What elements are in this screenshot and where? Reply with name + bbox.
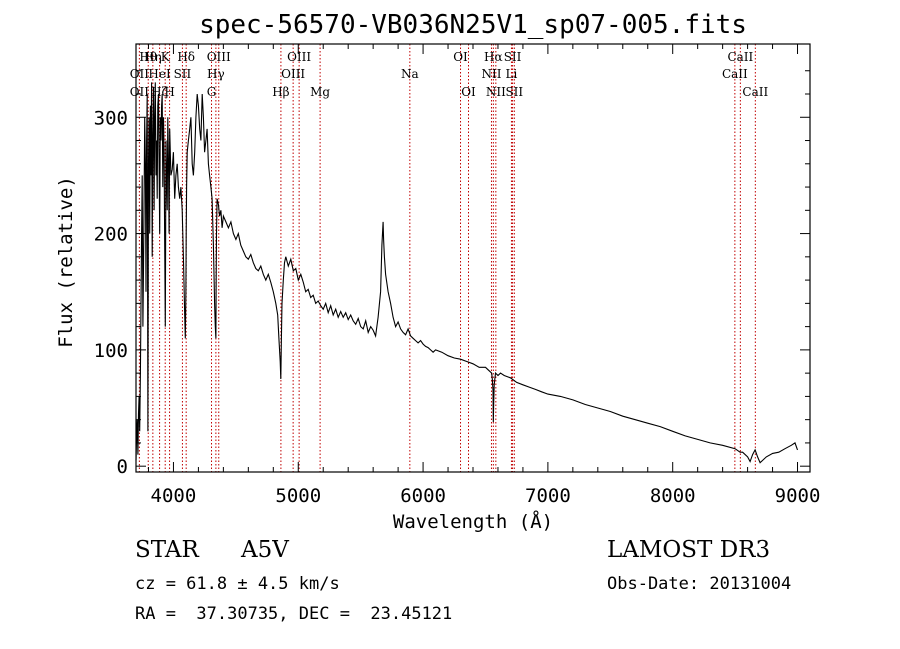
emission-line-label: Hδ: [177, 50, 195, 64]
x-tick-label: 8000: [650, 485, 696, 507]
chart-title: spec-56570-VB036N25V1_sp07-005.fits: [199, 10, 747, 40]
emission-line-label: OII: [130, 85, 150, 99]
y-tick-label: 100: [94, 340, 128, 362]
emission-line-label: OIII: [287, 50, 311, 64]
x-tick-label: 7000: [525, 485, 571, 507]
y-tick-label: 0: [117, 456, 128, 478]
emission-line-label: SII: [505, 85, 523, 99]
emission-line-label: Hβ: [272, 85, 289, 99]
emission-line-label: CaII: [727, 50, 753, 64]
emission-line-label: H: [164, 85, 174, 99]
x-axis-ticks: 4000 5000 6000 7000 8000 9000: [147, 44, 821, 507]
emission-line-label: K: [161, 50, 171, 64]
survey-release: LAMOST DR3: [607, 537, 771, 563]
emission-line-label: Hα: [484, 50, 503, 64]
emission-line-label: OIII: [281, 67, 305, 81]
emission-line-label: Hγ: [207, 67, 225, 81]
emission-line-label: NII: [481, 67, 501, 81]
emission-line-label: SII: [174, 67, 192, 81]
plot-frame: [135, 43, 811, 473]
emission-line-label: Hθ: [139, 50, 157, 64]
emission-line-label: Na: [401, 67, 419, 81]
object-class: STAR: [135, 537, 199, 563]
emission-line-label: Hη: [144, 50, 162, 64]
y-axis-label: Flux (relative): [55, 176, 77, 348]
emission-line-markers: [138, 44, 756, 472]
y-axis-ticks: 0 100 200 300: [94, 70, 810, 478]
sky-coordinates: RA = 37.30735, DEC = 23.45121: [135, 604, 453, 624]
x-tick-label: 5000: [275, 485, 321, 507]
emission-line-label: G: [207, 85, 217, 99]
emission-line-label: OIII: [207, 50, 231, 64]
emission-line-label: Mg: [310, 85, 330, 99]
x-tick-label: 9000: [775, 485, 821, 507]
emission-line-label: CaII: [742, 85, 768, 99]
emission-line-label: HeI: [148, 67, 171, 81]
object-subclass: A5V: [241, 537, 289, 563]
emission-line-label: OI: [461, 85, 476, 99]
spectrum-series: [135, 82, 799, 464]
emission-line-label: CaII: [722, 67, 748, 81]
x-tick-label: 6000: [400, 485, 446, 507]
y-tick-label: 200: [94, 224, 128, 246]
emission-line-label: OI: [453, 50, 468, 64]
redshift-value: cz = 61.8 ± 4.5 km/s: [135, 574, 340, 594]
x-axis-label: Wavelength (Å): [393, 510, 553, 533]
y-tick-label: 300: [94, 107, 128, 129]
emission-line-label: NII: [486, 85, 506, 99]
x-tick-label: 4000: [151, 485, 197, 507]
emission-line-label: Li: [506, 67, 518, 81]
emission-line-label: OII: [130, 67, 150, 81]
observation-date: Obs-Date: 20131004: [607, 574, 792, 594]
emission-line-label: SII: [504, 50, 522, 64]
